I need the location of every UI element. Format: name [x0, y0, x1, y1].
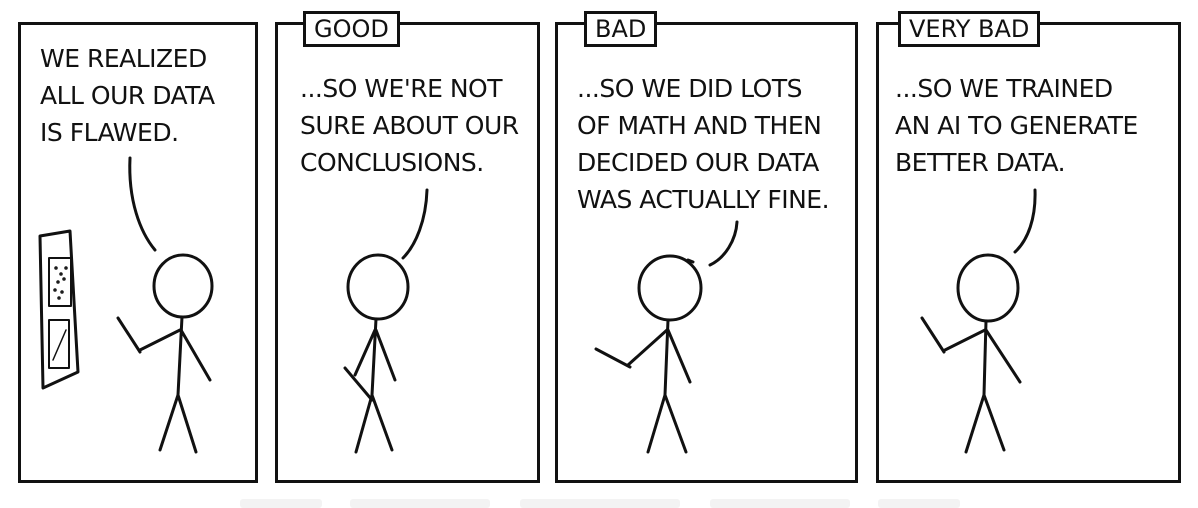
panel-3-caption: ...SO WE DID LOTS OF MATH AND THEN DECID…: [577, 74, 830, 214]
stick-figure-1: [116, 253, 214, 454]
panel-label-good: GOOD: [303, 11, 400, 47]
stick-figure-2: [343, 253, 410, 454]
panel-label-very-bad: VERY BAD: [898, 11, 1041, 47]
speech-tail-1: [128, 156, 157, 252]
footer-nav-button[interactable]: [878, 499, 960, 508]
panel-4-caption: ...SO WE TRAINED AN AI TO GENERATE BETTE…: [895, 74, 1138, 177]
comic-panel-4: [876, 22, 1181, 483]
panel-1-caption: WE REALIZED ALL OUR DATA IS FLAWED.: [40, 44, 215, 147]
speech-tail-3: [708, 220, 739, 267]
footer-nav-button[interactable]: [710, 499, 850, 508]
speech-tail-4: [1013, 188, 1037, 254]
stick-figure-4: [920, 253, 1022, 454]
footer-nav-button[interactable]: [350, 499, 490, 508]
panel-2-caption: ...SO WE'RE NOT SURE ABOUT OUR CONCLUSIO…: [300, 74, 519, 177]
comic-panel-1: [18, 22, 258, 483]
comic-panel-3: [555, 22, 858, 483]
speech-tail-2: [401, 188, 429, 260]
footer-nav-button[interactable]: [240, 499, 322, 508]
chart-poster: [38, 229, 80, 390]
panel-label-bad: BAD: [584, 11, 658, 47]
footer-nav-button[interactable]: [520, 499, 680, 508]
stick-figure-3: [594, 254, 703, 454]
